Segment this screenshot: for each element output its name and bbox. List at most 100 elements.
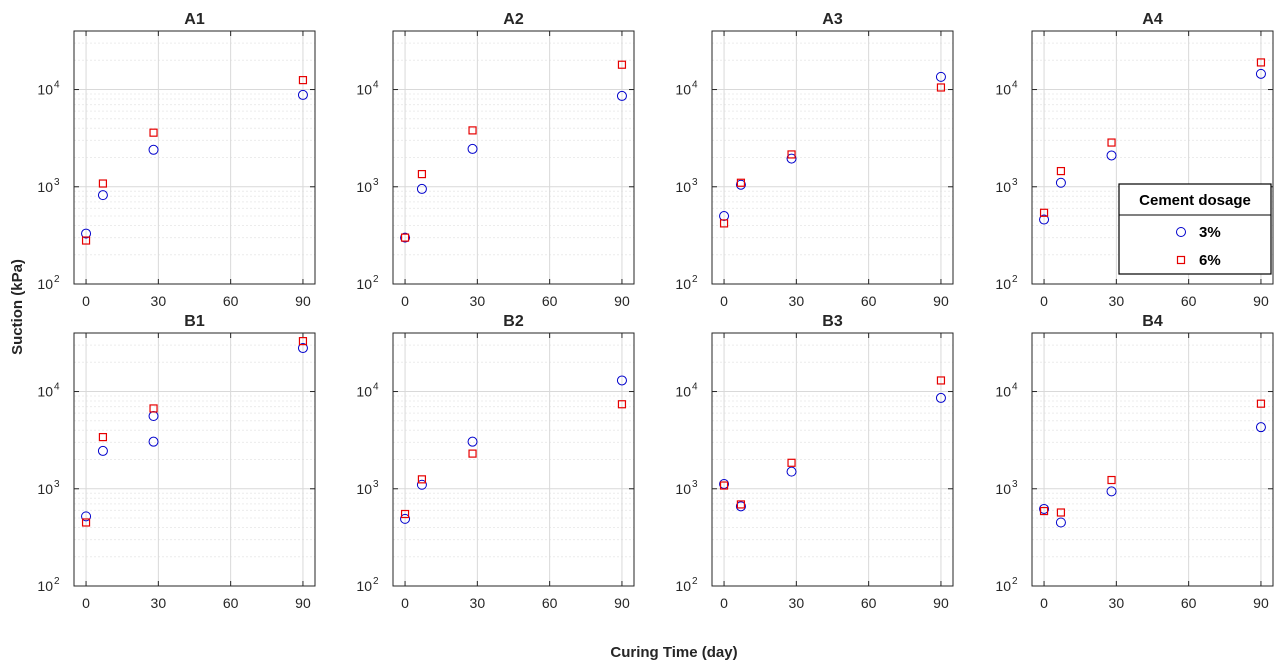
panel-a1-point-3pct — [148, 144, 159, 155]
panel-a1-point-6pct — [298, 76, 308, 85]
panel-a4-ytick-label: 10 — [995, 179, 1011, 195]
panel-a3-point-6pct — [787, 150, 796, 159]
panel-a3-ytick-label: 10 — [675, 276, 691, 292]
panel-b2-point-3pct — [400, 513, 411, 524]
panel-b3-ytick-label: 10 — [675, 481, 691, 497]
panel-a4-xtick-label: 30 — [1109, 293, 1125, 309]
figure-ylabel: Suction (kPa) — [9, 259, 26, 355]
panel-b4-point-3pct — [1106, 486, 1117, 497]
panel-a2-xtick-label: 30 — [470, 293, 486, 309]
panel-a4-ytick-exponent: 4 — [1012, 80, 1018, 91]
panel-a1-point-6pct — [149, 128, 158, 137]
panel-a4-point-3pct — [1055, 177, 1066, 188]
panel-a3-xtick-label: 0 — [720, 293, 728, 309]
panel-b3-xtick-label: 30 — [789, 595, 805, 611]
panel-a3-point-6pct — [736, 178, 746, 187]
panel-b4-title: B4 — [1142, 313, 1163, 330]
panel-b3-point-3pct — [735, 501, 746, 512]
panel-a3-point-3pct — [719, 211, 730, 222]
panel-b4-ytick-exponent: 2 — [1012, 576, 1018, 587]
panel-b2-point-6pct — [468, 449, 477, 458]
panel-a2-ytick-exponent: 4 — [373, 80, 379, 91]
panel-a3-point-6pct — [936, 83, 946, 92]
panel-a1-title: A1 — [184, 11, 205, 28]
panel-a4-point-3pct — [1255, 68, 1266, 79]
panel-a4-xtick-label: 90 — [1253, 293, 1269, 309]
panel-b3-ytick-label: 10 — [675, 384, 691, 400]
panel-b1-point-3pct — [148, 436, 159, 447]
panel-b3-point-6pct — [736, 500, 746, 509]
panel-b3-point-3pct — [935, 392, 946, 403]
panel-b4-xtick-label: 90 — [1253, 595, 1269, 611]
panel-b1-point-6pct — [98, 432, 108, 442]
panel-b2-point-6pct — [400, 509, 410, 519]
panel-b4-point-3pct — [1255, 422, 1266, 433]
panel-b2-ytick-label: 10 — [356, 384, 372, 400]
panel-a1-point-3pct — [297, 89, 308, 100]
panel-a1-ytick-exponent: 2 — [54, 274, 60, 285]
panel-b3-point-6pct — [719, 481, 729, 490]
panel-b4-xtick-label: 0 — [1040, 595, 1048, 611]
panel-a2-ytick-label: 10 — [356, 276, 372, 292]
panel-a2-xtick-label: 90 — [614, 293, 630, 309]
panel-b3-xtick-label: 90 — [933, 595, 949, 611]
legend-label: 6% — [1199, 252, 1221, 269]
panel-a2-xtick-label: 0 — [401, 293, 409, 309]
panel-a3-axes-box — [711, 30, 954, 285]
panel-b4-point-6pct — [1256, 399, 1266, 408]
panel-a2-axes-box — [392, 30, 635, 285]
panel-a3-ytick-label: 10 — [675, 179, 691, 195]
panel-a4-point-3pct — [1106, 150, 1117, 161]
panel-b3-title: B3 — [822, 313, 843, 330]
panel-b2-ytick-exponent: 4 — [373, 382, 379, 393]
panel-b4-ytick-exponent: 4 — [1012, 382, 1018, 393]
panel-a4-ytick-exponent: 2 — [1012, 274, 1018, 285]
panel-b2-xtick-label: 60 — [542, 595, 558, 611]
panel-a2-ytick-label: 10 — [356, 82, 372, 98]
panel-a2-point-3pct — [616, 90, 627, 101]
panel-b2-ytick-label: 10 — [356, 481, 372, 497]
panel-a2-ytick-exponent: 3 — [373, 177, 379, 188]
panel-a4-title: A4 — [1142, 11, 1163, 28]
panel-a2-ytick-exponent: 2 — [373, 274, 379, 285]
panel-b2-title: B2 — [503, 313, 524, 330]
panel-b2-point-3pct — [616, 375, 627, 386]
panel-b1-point-3pct — [297, 343, 308, 354]
panel-b2-point-3pct — [467, 436, 478, 447]
panel-b2-xtick-label: 30 — [470, 595, 486, 611]
legend-title: Cement dosage — [1139, 192, 1251, 209]
panel-b1-ytick-exponent: 3 — [54, 479, 60, 490]
legend-marker-6pct — [1176, 255, 1186, 265]
legend-label: 3% — [1199, 224, 1221, 241]
panel-a4-point-3pct — [1039, 214, 1050, 225]
panel-a1-ytick-label: 10 — [37, 179, 53, 195]
panel-a2-point-3pct — [467, 143, 478, 154]
panel-b2-ytick-exponent: 2 — [373, 576, 379, 587]
panel-a4-point-6pct — [1039, 208, 1049, 217]
panel-a4-axes-box — [1031, 30, 1274, 285]
panel-a3-title: A3 — [822, 11, 843, 28]
panel-b1-point-6pct — [149, 404, 158, 413]
panel-b2-point-3pct — [416, 479, 427, 490]
panel-b4-point-6pct — [1039, 506, 1049, 516]
panel-b4-ytick-label: 10 — [995, 384, 1011, 400]
panel-b4-xtick-label: 30 — [1109, 595, 1125, 611]
panel-b3-point-6pct — [936, 376, 946, 385]
panel-b1-xtick-label: 30 — [151, 595, 167, 611]
panel-b4-ytick-label: 10 — [995, 578, 1011, 594]
legend: Cement dosage 3% 6% — [1118, 183, 1272, 275]
panel-a1-point-3pct — [81, 228, 92, 239]
panel-b3-xtick-label: 60 — [861, 595, 877, 611]
panel-b2-ytick-exponent: 3 — [373, 479, 379, 490]
panel-b3-point-6pct — [787, 458, 796, 467]
panel-b1-ytick-exponent: 4 — [54, 382, 60, 393]
panel-b1-ytick-label: 10 — [37, 481, 53, 497]
panel-b1-xtick-label: 0 — [82, 595, 90, 611]
panel-a1-point-6pct — [98, 179, 108, 188]
panel-a1-ytick-exponent: 4 — [54, 80, 60, 91]
